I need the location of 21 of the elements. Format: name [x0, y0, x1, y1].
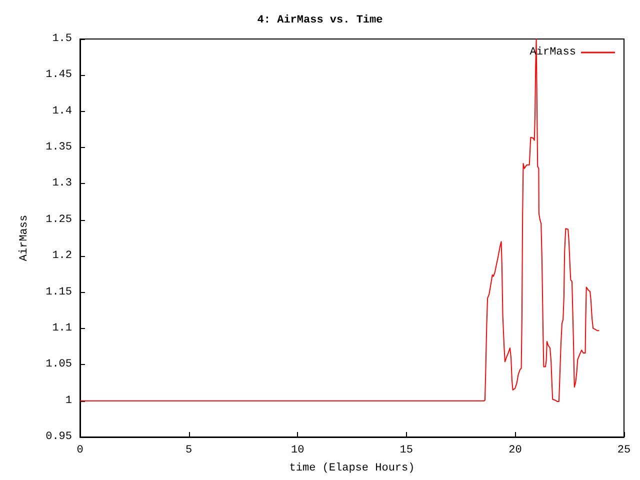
y-tick-label: 1.45 [46, 69, 72, 82]
y-tick-label: 1.15 [46, 286, 72, 298]
y-tick-label: 1.4 [52, 105, 72, 118]
y-tick-label: 1.5 [52, 33, 72, 45]
y-tick-label: 1.35 [46, 142, 72, 154]
x-axis-title: time (Elapse Hours) [289, 462, 415, 474]
x-tick-label: 0 [76, 444, 84, 456]
x-tick-label: 10 [291, 444, 304, 456]
y-axis-title: AirMass [18, 214, 30, 262]
y-tick-label: 1 [65, 394, 72, 407]
x-tick-label: 15 [400, 444, 413, 456]
x-tick-label: 5 [185, 444, 192, 456]
y-tick-label: 1.2 [52, 250, 72, 262]
y-tick-label: 0.95 [46, 431, 72, 443]
x-tick-label: 20 [508, 444, 522, 456]
y-tick-label: 1.3 [52, 178, 72, 190]
y-tick-label: 1.05 [46, 358, 72, 371]
chart-title: 4: AirMass vs. Time [257, 14, 384, 26]
y-tick-label: 1.25 [46, 214, 72, 226]
x-tick-label: 25 [617, 444, 631, 456]
y-tick-label: 1.1 [52, 322, 72, 334]
